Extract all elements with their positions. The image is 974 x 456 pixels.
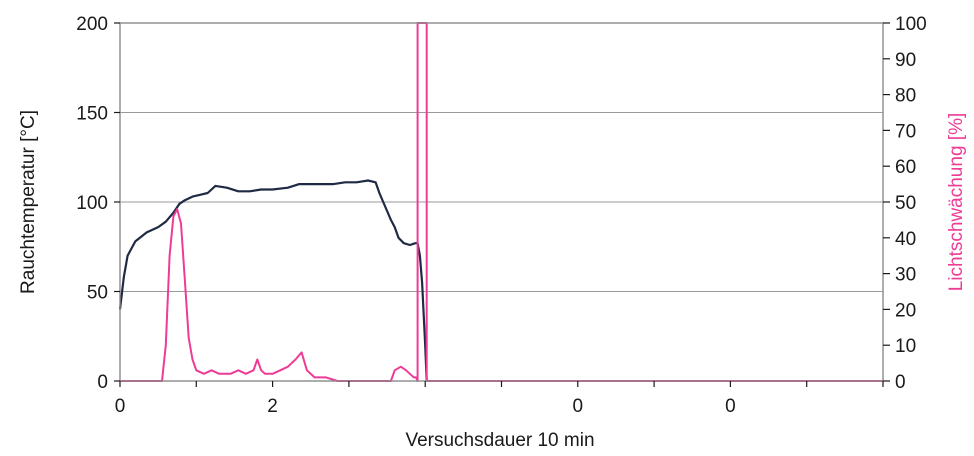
left-tick-label: 200: [76, 14, 108, 35]
right-tick-label: 50: [895, 193, 916, 214]
left-tick-label: 0: [97, 372, 108, 393]
right-tick-label: 0: [895, 372, 906, 393]
x-axis-label: Versuchsdauer 10 min: [405, 430, 594, 451]
right-tick-label: 80: [895, 86, 916, 107]
left-tick-label: 100: [76, 193, 108, 214]
x-tick-label: 2: [267, 396, 278, 417]
right-tick-label: 90: [895, 50, 916, 71]
right-tick-label: 20: [895, 300, 916, 321]
x-tick-label: 0: [725, 396, 736, 417]
right-tick-label: 70: [895, 121, 916, 142]
x-tick-label: 0: [573, 396, 584, 417]
right-tick-label: 100: [895, 14, 927, 35]
x-axis-ticks: 0 2 0 0: [115, 381, 884, 417]
left-axis-ticks: 0 50 100 150 200: [76, 14, 120, 393]
gridlines: [120, 112, 883, 292]
right-tick-label: 40: [895, 229, 916, 250]
right-tick-label: 30: [895, 265, 916, 286]
left-tick-label: 150: [76, 104, 108, 125]
left-y-axis-label: Rauchtemperatur [°C]: [18, 110, 39, 294]
right-tick-label: 10: [895, 336, 916, 357]
series-line-smoke-temperature: [118, 179, 428, 382]
x-tick-label: 0: [115, 396, 126, 417]
left-tick-label: 50: [87, 283, 108, 304]
right-tick-label: 60: [895, 157, 916, 178]
right-y-axis-label: Lichtschwächung [%]: [946, 113, 967, 292]
right-axis-ticks: 0 10 20 30 40 50 60 70 80 90 100: [883, 14, 927, 393]
